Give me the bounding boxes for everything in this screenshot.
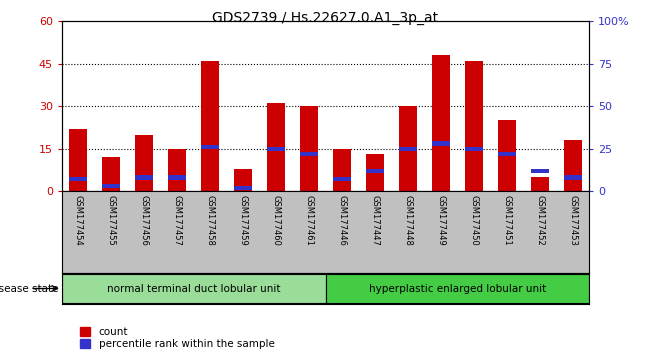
Text: GSM177451: GSM177451 [503, 195, 511, 246]
Bar [366, 169, 384, 173]
Bar [69, 177, 87, 181]
Text: GSM177453: GSM177453 [568, 195, 577, 246]
Bar [531, 169, 549, 173]
Bar [465, 147, 483, 151]
Text: GSM177456: GSM177456 [140, 195, 148, 246]
Text: normal terminal duct lobular unit: normal terminal duct lobular unit [107, 284, 281, 293]
Bar [201, 145, 219, 149]
Bar [399, 106, 417, 191]
Text: GSM177448: GSM177448 [404, 195, 412, 246]
Bar [102, 184, 120, 188]
Text: GDS2739 / Hs.22627.0.A1_3p_at: GDS2739 / Hs.22627.0.A1_3p_at [212, 11, 439, 25]
Bar [62, 274, 326, 303]
Text: disease state: disease state [0, 284, 59, 293]
Text: GSM177457: GSM177457 [173, 195, 182, 246]
Bar [498, 120, 516, 191]
Text: GSM177447: GSM177447 [370, 195, 380, 246]
Text: GSM177449: GSM177449 [436, 195, 445, 246]
Text: GSM177458: GSM177458 [206, 195, 215, 246]
Bar [564, 176, 582, 180]
Bar [564, 140, 582, 191]
Bar [267, 103, 285, 191]
Bar [234, 185, 252, 190]
Text: GSM177460: GSM177460 [271, 195, 281, 246]
Bar [326, 274, 589, 303]
Bar [498, 152, 516, 156]
Bar [465, 61, 483, 191]
Bar [300, 152, 318, 156]
Bar [135, 135, 153, 191]
Bar [366, 154, 384, 191]
Text: GSM177459: GSM177459 [239, 195, 247, 246]
Text: GSM177452: GSM177452 [535, 195, 544, 246]
Bar [300, 106, 318, 191]
Bar [168, 149, 186, 191]
Bar [201, 61, 219, 191]
Text: GSM177450: GSM177450 [469, 195, 478, 246]
Text: GSM177446: GSM177446 [337, 195, 346, 246]
Bar [267, 147, 285, 151]
Bar [432, 142, 450, 146]
Text: GSM177455: GSM177455 [107, 195, 116, 246]
Text: GSM177454: GSM177454 [74, 195, 83, 246]
Bar [333, 177, 351, 181]
Bar [399, 147, 417, 151]
Bar [69, 129, 87, 191]
Legend: count, percentile rank within the sample: count, percentile rank within the sample [80, 327, 275, 349]
Bar [432, 55, 450, 191]
Text: GSM177461: GSM177461 [305, 195, 314, 246]
Bar [102, 157, 120, 191]
Bar [333, 149, 351, 191]
Bar [531, 177, 549, 191]
Bar [234, 169, 252, 191]
Bar [135, 176, 153, 180]
Text: hyperplastic enlarged lobular unit: hyperplastic enlarged lobular unit [368, 284, 546, 293]
Bar [168, 176, 186, 180]
